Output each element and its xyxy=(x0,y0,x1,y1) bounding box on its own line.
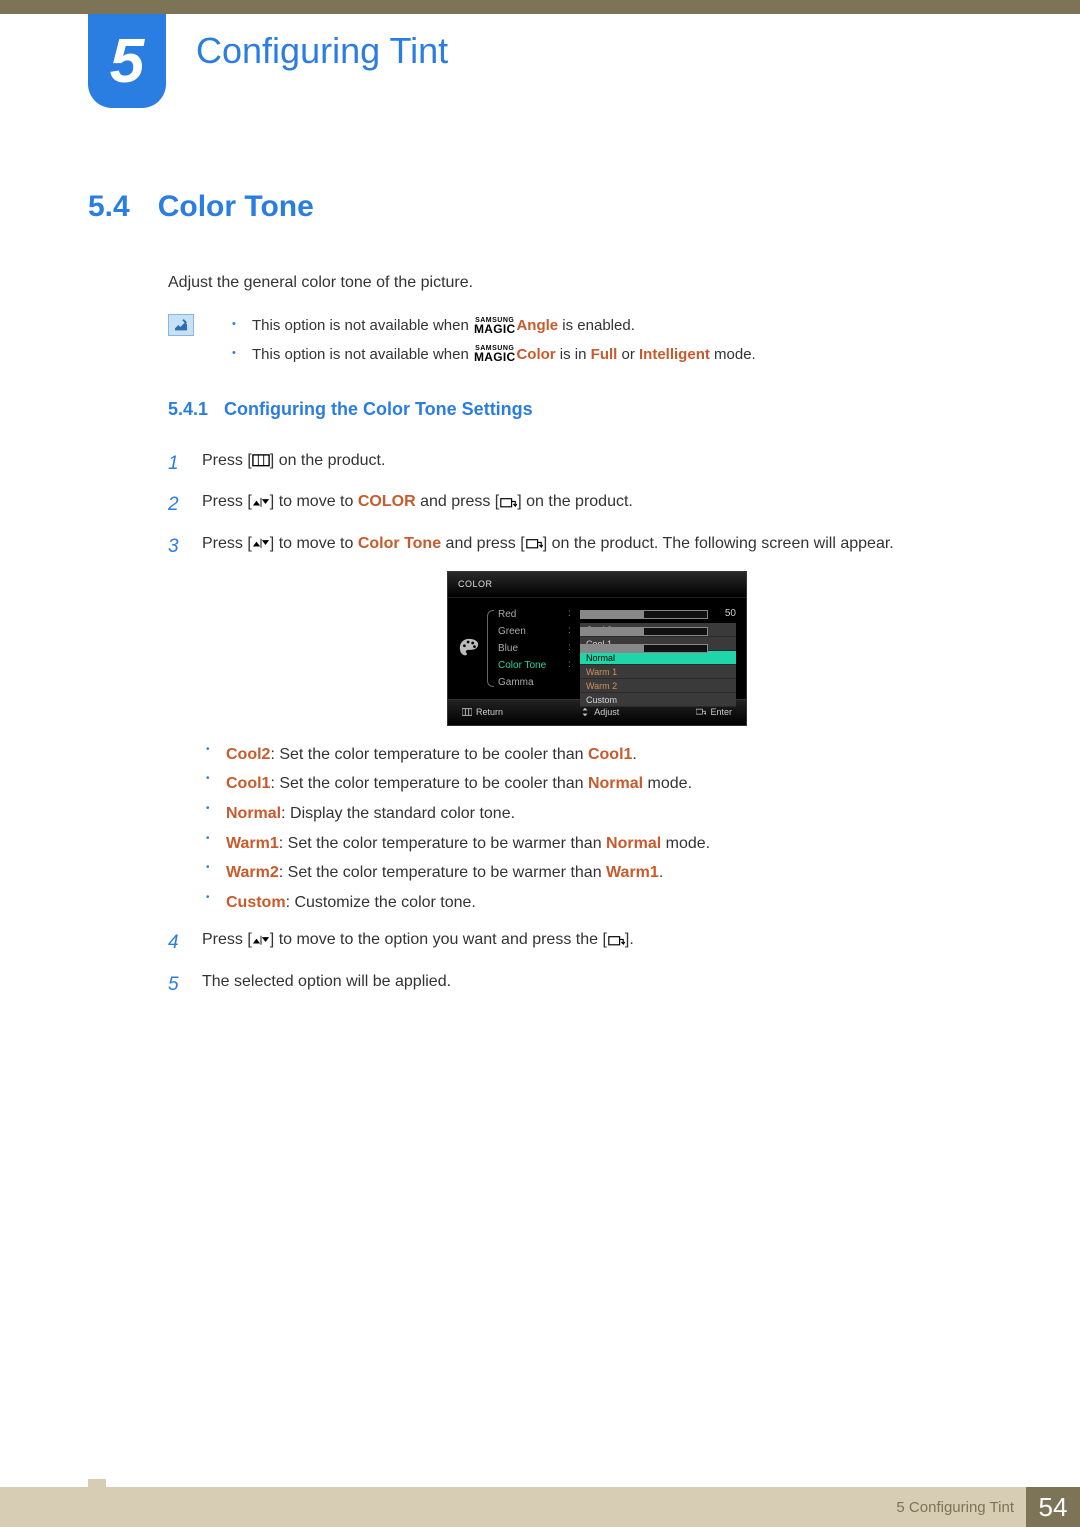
step-item: 4 Press [] to move to the option you wan… xyxy=(168,927,992,958)
option-list: Cool2: Set the color temperature to be c… xyxy=(202,740,992,918)
option-item: Normal: Display the standard color tone. xyxy=(202,799,992,829)
palette-icon xyxy=(454,606,484,691)
updown-button-icon xyxy=(252,536,270,550)
step-number: 1 xyxy=(168,448,202,479)
subsection-title: Configuring the Color Tone Settings xyxy=(224,399,533,419)
osd-label: Blue xyxy=(498,640,568,657)
osd-slider xyxy=(580,610,708,619)
osd-label: Red xyxy=(498,606,568,623)
chapter-number-badge: 5 xyxy=(88,14,166,108)
note-item: This option is not available when SAMSUN… xyxy=(228,341,756,370)
magic-logo-icon: SAMSUNGMAGIC xyxy=(474,318,516,334)
enter-button-icon xyxy=(607,933,625,947)
page-footer: 5 Configuring Tint 54 xyxy=(0,1487,1080,1527)
step-number: 2 xyxy=(168,489,202,520)
option-item: Warm1: Set the color temperature to be w… xyxy=(202,829,992,859)
chapter-title: Configuring Tint xyxy=(196,30,448,72)
note-block: This option is not available when SAMSUN… xyxy=(168,312,992,369)
osd-label: Gamma xyxy=(498,674,568,691)
step-item: 5 The selected option will be applied. xyxy=(168,969,992,1000)
osd-option: Warm 1 xyxy=(580,665,736,679)
osd-slider xyxy=(580,644,708,653)
note-item: This option is not available when SAMSUN… xyxy=(228,312,756,341)
section-heading: 5.4 Color Tone xyxy=(88,190,992,224)
page-number: 54 xyxy=(1026,1487,1080,1527)
updown-button-icon xyxy=(252,933,270,947)
subsection-heading: 5.4.1 Configuring the Color Tone Settings xyxy=(168,399,992,420)
footer-label: 5 Configuring Tint xyxy=(896,1487,1026,1527)
osd-screenshot: COLOR Red Green Blue Color Tone Gamma xyxy=(447,571,747,726)
step-item: 1 Press [] on the product. xyxy=(168,448,992,479)
top-bar xyxy=(0,0,1080,14)
enter-button-icon xyxy=(499,495,517,509)
osd-option-selected: Normal xyxy=(580,651,736,665)
osd-slider xyxy=(580,627,708,636)
step-number: 5 xyxy=(168,969,202,1000)
osd-title: COLOR xyxy=(448,572,746,598)
note-list: This option is not available when SAMSUN… xyxy=(228,312,756,369)
osd-foot-adjust: Adjust xyxy=(580,705,619,720)
osd-option: Warm 2 xyxy=(580,679,736,693)
osd-foot-return: Return xyxy=(462,705,503,720)
osd-label-active: Color Tone xyxy=(498,657,568,674)
option-item: Cool2: Set the color temperature to be c… xyxy=(202,740,992,770)
section-number: 5.4 xyxy=(88,190,130,223)
osd-foot-enter: Enter xyxy=(696,705,732,720)
section-title: Color Tone xyxy=(158,190,314,223)
intro-text: Adjust the general color tone of the pic… xyxy=(168,274,992,292)
osd-label: Green xyxy=(498,623,568,640)
step-number: 4 xyxy=(168,927,202,958)
step-item: 2 Press [] to move to COLOR and press []… xyxy=(168,489,992,520)
step-item: 3 Press [] to move to Color Tone and pre… xyxy=(168,531,992,918)
note-icon xyxy=(168,314,194,336)
osd-value: 50 xyxy=(714,606,736,623)
step-number: 3 xyxy=(168,531,202,918)
menu-button-icon xyxy=(252,454,270,468)
option-item: Warm2: Set the color temperature to be w… xyxy=(202,858,992,888)
enter-button-icon xyxy=(525,536,543,550)
step-list: 1 Press [] on the product. 2 Press [] to… xyxy=(168,448,992,1000)
magic-logo-icon: SAMSUNGMAGIC xyxy=(474,346,516,362)
updown-button-icon xyxy=(252,495,270,509)
subsection-number: 5.4.1 xyxy=(168,399,208,419)
option-item: Cool1: Set the color temperature to be c… xyxy=(202,769,992,799)
option-item: Custom: Customize the color tone. xyxy=(202,888,992,918)
section-body: 5.4 Color Tone Adjust the general color t… xyxy=(88,190,992,1010)
